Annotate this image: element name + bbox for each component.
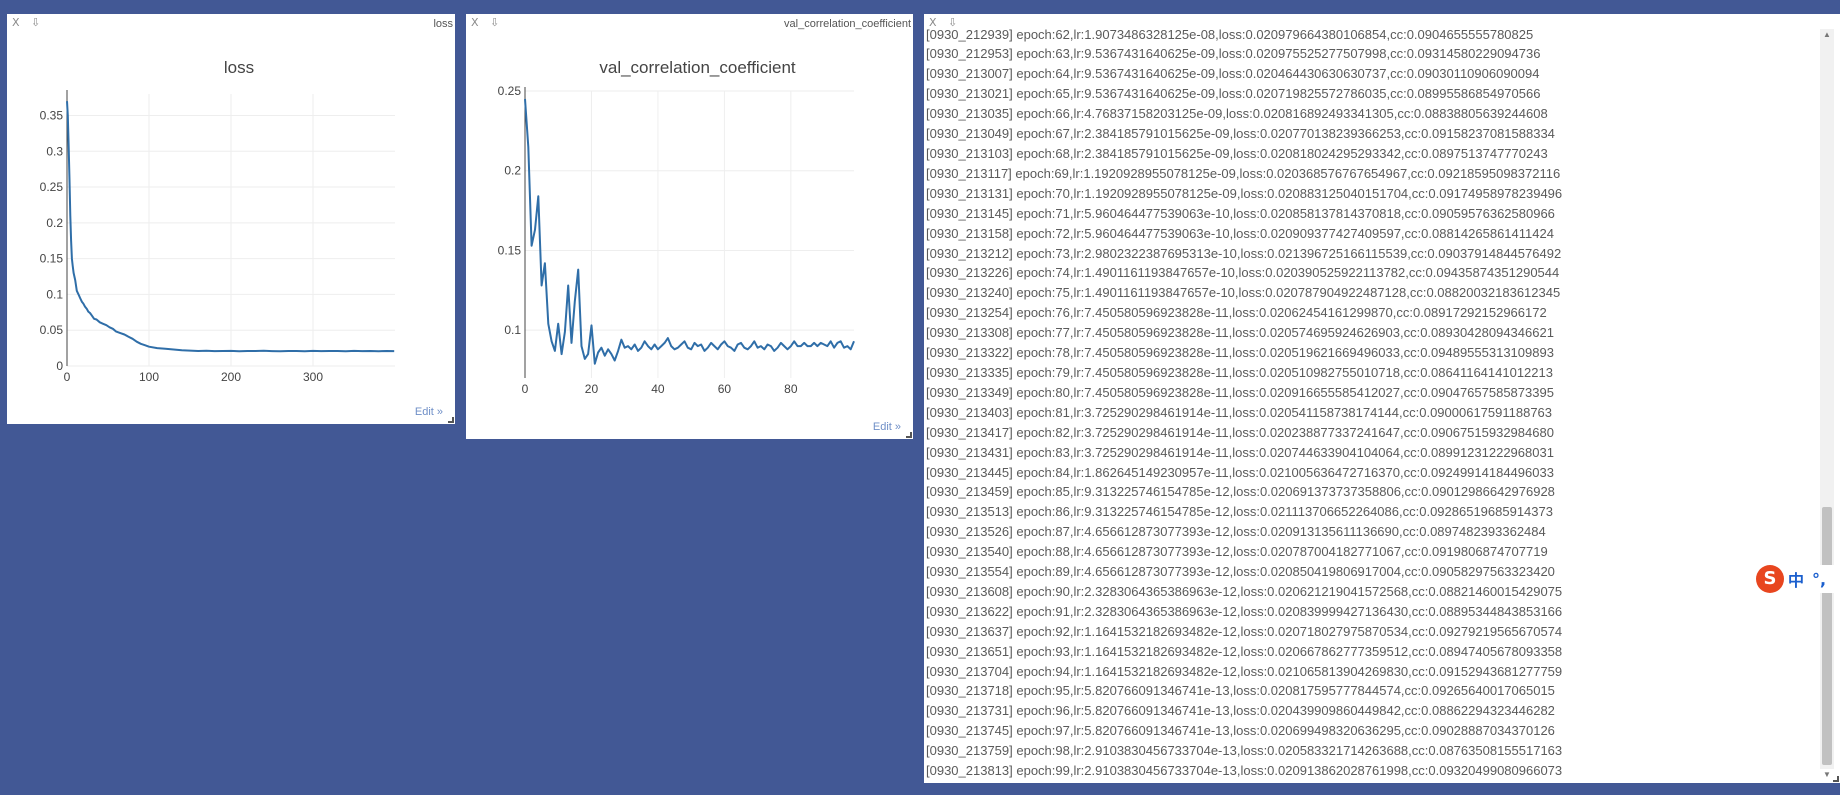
y-tick-label: 0.35: [40, 108, 64, 122]
log-line: [0930_212939] epoch:62,lr:1.907348632812…: [926, 26, 1534, 42]
log-line: [0930_213554] epoch:89,lr:4.656612873077…: [926, 564, 1555, 580]
x-tick-label: 200: [221, 370, 241, 384]
log-line: [0930_213745] epoch:97,lr:5.820766091346…: [926, 723, 1555, 739]
edit-link[interactable]: Edit »: [872, 421, 901, 433]
log-line: [0930_213212] epoch:73,lr:2.980232238769…: [926, 245, 1562, 261]
log-line: [0930_213226] epoch:74,lr:1.490116119384…: [926, 265, 1560, 281]
download-icon[interactable]: ⇩: [490, 16, 504, 29]
y-tick-label: 0.1: [504, 323, 521, 337]
download-icon[interactable]: ⇩: [31, 16, 45, 29]
series-line: [524, 98, 855, 365]
x-tick-label: 80: [784, 382, 798, 396]
log-line: [0930_213145] epoch:71,lr:5.960464477539…: [926, 205, 1555, 221]
ime-punctuation-toggle[interactable]: °,: [1812, 569, 1827, 589]
log-lines: [0930_212939] epoch:62,lr:1.907348632812…: [926, 25, 1562, 781]
pane-controls: X ⇩: [471, 16, 503, 29]
resize-handle[interactable]: [1833, 776, 1839, 782]
y-tick-label: 0.3: [46, 144, 63, 158]
log-line: [0930_213704] epoch:94,lr:1.164153218269…: [926, 663, 1563, 679]
x-tick-label: 40: [651, 382, 665, 396]
log-line: [0930_213254] epoch:76,lr:7.450580596923…: [926, 305, 1547, 321]
log-line: [0930_213651] epoch:93,lr:1.164153218269…: [926, 643, 1563, 659]
loss-chart: loss 0 100 200 300 0 0.05 0.1 0.15 0.2 0.25 0.3 0.35: [40, 58, 395, 384]
log-line: [0930_213622] epoch:91,lr:2.328306436538…: [926, 603, 1563, 619]
log-line: [0930_213021] epoch:65,lr:9.536743164062…: [926, 86, 1541, 102]
log-line: [0930_213459] epoch:85,lr:9.313225746154…: [926, 484, 1555, 500]
log-line: [0930_213403] epoch:81,lr:3.725290298461…: [926, 404, 1553, 420]
log-line: [0930_213431] epoch:83,lr:3.725290298461…: [926, 444, 1554, 460]
chart-title: val_correlation_coefficient: [599, 58, 796, 77]
x-tick-label: 300: [303, 370, 323, 384]
scroll-down-arrow-icon[interactable]: ▼: [1823, 770, 1831, 779]
y-tick-label: 0.15: [498, 243, 522, 257]
edit-link[interactable]: Edit »: [414, 406, 443, 418]
log-line: [0930_213445] epoch:84,lr:1.862645149230…: [926, 464, 1554, 480]
log-scroll-area[interactable]: [0930_212939] epoch:62,lr:1.907348632812…: [924, 14, 1820, 783]
log-line: [0930_213417] epoch:82,lr:3.725290298461…: [926, 424, 1554, 440]
log-line: [0930_213608] epoch:90,lr:2.328306436538…: [926, 583, 1563, 599]
close-icon[interactable]: X: [12, 16, 24, 29]
y-tick-label: 0.15: [40, 252, 64, 266]
pane-title-tag: val_correlation_coefficient: [784, 18, 911, 30]
log-line: [0930_213007] epoch:64,lr:9.536743164062…: [926, 66, 1540, 82]
y-tick-label: 0.2: [504, 164, 521, 178]
log-line: [0930_213131] epoch:70,lr:1.192092895507…: [926, 185, 1563, 201]
log-line: [0930_213240] epoch:75,lr:1.490116119384…: [926, 285, 1561, 301]
y-tick-label: 0.25: [40, 180, 64, 194]
loss-pane: X ⇩ loss loss 0 100 200 300 0 0.05 0.1 0.15 0.2 0.…: [7, 14, 455, 424]
log-line: [0930_213335] epoch:79,lr:7.450580596923…: [926, 364, 1553, 380]
x-tick-label: 60: [718, 382, 732, 396]
download-icon[interactable]: ⇩: [948, 16, 962, 29]
y-tick-label: 0.2: [46, 216, 63, 230]
x-tick-label: 0: [522, 382, 529, 396]
log-line: [0930_213158] epoch:72,lr:5.960464477539…: [926, 225, 1554, 241]
close-icon[interactable]: X: [929, 16, 941, 29]
cc-chart: val_correlation_coefficient 0 20 40 60 80 0.1 0…: [498, 58, 855, 396]
log-line: [0930_213349] epoch:80,lr:7.450580596923…: [926, 384, 1554, 400]
log-line: [0930_213637] epoch:92,lr:1.164153218269…: [926, 623, 1563, 639]
log-line: [0930_213718] epoch:95,lr:5.820766091346…: [926, 683, 1555, 699]
scroll-up-arrow-icon[interactable]: ▲: [1823, 30, 1831, 39]
pane-title-tag: loss: [433, 18, 453, 30]
x-tick-label: 0: [64, 370, 71, 384]
log-line: [0930_213759] epoch:98,lr:2.910383045673…: [926, 743, 1563, 759]
log-line: [0930_213049] epoch:67,lr:2.384185791015…: [926, 126, 1555, 142]
ime-mode-toggle[interactable]: 中: [1788, 571, 1805, 590]
x-tick-label: 100: [139, 370, 159, 384]
scrollbar-thumb[interactable]: [1822, 507, 1832, 765]
log-pane: X ⇩ [0930_212939] epoch:62,lr:1.90734863…: [924, 14, 1840, 783]
log-line: [0930_213731] epoch:96,lr:5.820766091346…: [926, 703, 1555, 719]
log-line: [0930_213035] epoch:66,lr:4.768371582031…: [926, 106, 1548, 122]
close-icon[interactable]: X: [471, 16, 483, 29]
x-tick-label: 20: [585, 382, 599, 396]
log-line: [0930_213513] epoch:86,lr:9.313225746154…: [926, 504, 1553, 520]
log-line: [0930_213526] epoch:87,lr:4.656612873077…: [926, 524, 1546, 540]
chart-title: loss: [224, 58, 254, 77]
series-line: [66, 101, 395, 353]
ime-logo-icon[interactable]: S: [1756, 565, 1784, 593]
cc-pane: X ⇩ val_correlation_coefficient val_corr…: [466, 14, 913, 439]
resize-handle[interactable]: [906, 432, 912, 438]
scrollbar[interactable]: [1820, 29, 1834, 769]
log-line: [0930_213103] epoch:68,lr:2.384185791015…: [926, 146, 1548, 161]
log-line: [0930_212953] epoch:63,lr:9.536743164062…: [926, 46, 1541, 62]
y-tick-label: 0.05: [40, 323, 64, 337]
log-line: [0930_213813] epoch:99,lr:2.910383045673…: [926, 763, 1563, 779]
ime-toolbar[interactable]: S 中 °,: [1756, 565, 1840, 593]
y-tick-label: 0.25: [498, 84, 522, 98]
pane-controls: X ⇩: [12, 16, 44, 29]
resize-handle[interactable]: [448, 417, 454, 423]
log-line: [0930_213308] epoch:77,lr:7.450580596923…: [926, 325, 1554, 341]
log-line: [0930_213117] epoch:69,lr:1.192092895507…: [926, 165, 1561, 181]
y-tick-label: 0.1: [46, 287, 63, 301]
y-tick-label: 0: [56, 359, 63, 373]
log-line: [0930_213540] epoch:88,lr:4.656612873077…: [926, 544, 1548, 560]
log-line: [0930_213322] epoch:78,lr:7.450580596923…: [926, 345, 1554, 361]
pane-controls: X ⇩: [929, 16, 961, 29]
